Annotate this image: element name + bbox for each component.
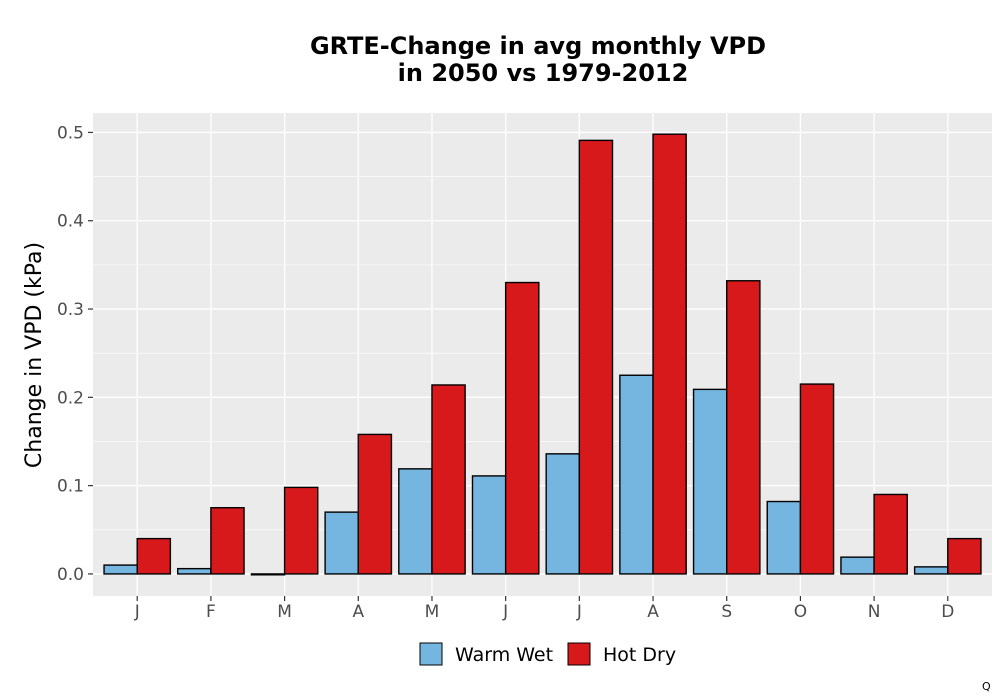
- x-tick-label: M: [425, 602, 440, 622]
- x-tick-label: M: [277, 602, 292, 622]
- legend-label-warm-wet: Warm Wet: [455, 644, 553, 666]
- x-tick-label: N: [868, 602, 881, 622]
- chart-title-line-2: in 2050 vs 1979-2012: [398, 59, 689, 87]
- y-tick-label: 0.2: [57, 388, 84, 408]
- bar-hot-dry: [283, 486, 319, 575]
- bar-hot-dry: [431, 384, 466, 575]
- x-tick-label: S: [721, 602, 732, 622]
- bar-hot-dry: [799, 383, 835, 575]
- chart-title-line-1: GRTE-Change in avg monthly VPD: [310, 32, 766, 60]
- x-tick-label: A: [647, 602, 659, 622]
- bar-warm-wet: [545, 453, 581, 575]
- corner-label: Q: [982, 680, 991, 693]
- bar-warm-wet: [398, 468, 433, 575]
- bar-warm-wet: [766, 500, 802, 575]
- bar-hot-dry: [504, 281, 540, 575]
- bar-warm-wet: [250, 573, 286, 576]
- y-axis: 0.0 0.1 0.2 0.3 0.4 0.5: [57, 123, 93, 585]
- bar-warm-wet: [471, 475, 507, 575]
- y-tick-label: 0.3: [57, 300, 84, 320]
- bar-hot-dry: [136, 537, 172, 575]
- bar-warm-wet: [103, 564, 138, 575]
- y-axis-title: Change in VPD (kPa): [22, 242, 47, 468]
- bar-hot-dry: [357, 433, 393, 575]
- legend-swatch-warm-wet: [419, 642, 443, 666]
- x-tick-label: O: [794, 602, 807, 622]
- bar-hot-dry: [873, 493, 908, 575]
- legend: Warm Wet Hot Dry: [419, 642, 676, 666]
- legend-swatch-hot-dry: [567, 642, 591, 666]
- bar-warm-wet: [619, 374, 654, 575]
- legend-label-hot-dry: Hot Dry: [603, 644, 676, 666]
- y-tick-label: 0.1: [57, 477, 84, 497]
- bar-hot-dry: [726, 280, 761, 575]
- bar-warm-wet: [324, 511, 359, 575]
- x-tick-label: F: [206, 602, 216, 622]
- x-tick-label: J: [502, 602, 508, 622]
- bar-warm-wet: [692, 388, 728, 575]
- x-tick-label: A: [352, 602, 364, 622]
- bar-hot-dry: [947, 537, 982, 575]
- bars: [103, 133, 982, 576]
- bar-hot-dry: [578, 139, 614, 575]
- bar-hot-dry: [210, 507, 245, 575]
- bar-warm-wet: [177, 567, 212, 575]
- x-tick-label: J: [576, 602, 582, 622]
- bar-warm-wet: [913, 566, 949, 575]
- bar-warm-wet: [840, 556, 875, 575]
- x-tick-label: D: [941, 602, 954, 622]
- y-tick-label: 0.4: [57, 212, 84, 232]
- y-tick-label: 0.5: [57, 123, 84, 143]
- x-tick-label: J: [134, 602, 140, 622]
- bar-hot-dry: [652, 133, 687, 575]
- y-tick-label: 0.0: [57, 565, 84, 585]
